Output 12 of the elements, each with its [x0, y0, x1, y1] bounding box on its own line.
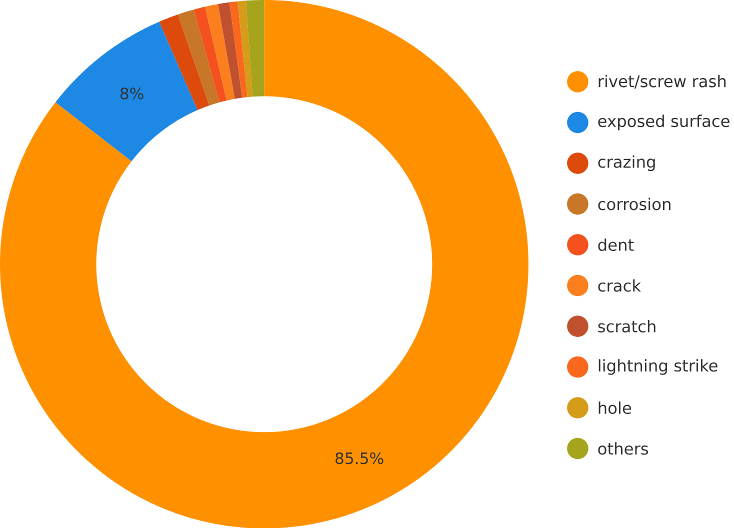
legend-label: crazing: [598, 155, 655, 171]
data-label: 85.5%: [336, 452, 384, 464]
legend-label: others: [598, 442, 648, 455]
legend-label: corrosion: [598, 197, 670, 210]
legend-label: rivet/screw rash: [598, 74, 726, 88]
legend-label: crack: [598, 279, 642, 292]
legend-label: scratch: [598, 320, 656, 332]
legend-label: dent: [598, 238, 634, 251]
legend-label: hole: [598, 401, 632, 414]
legend-label: lightning strike: [598, 358, 718, 375]
data-label: 8%: [120, 87, 144, 100]
legend-label: exposed surface: [598, 114, 730, 130]
